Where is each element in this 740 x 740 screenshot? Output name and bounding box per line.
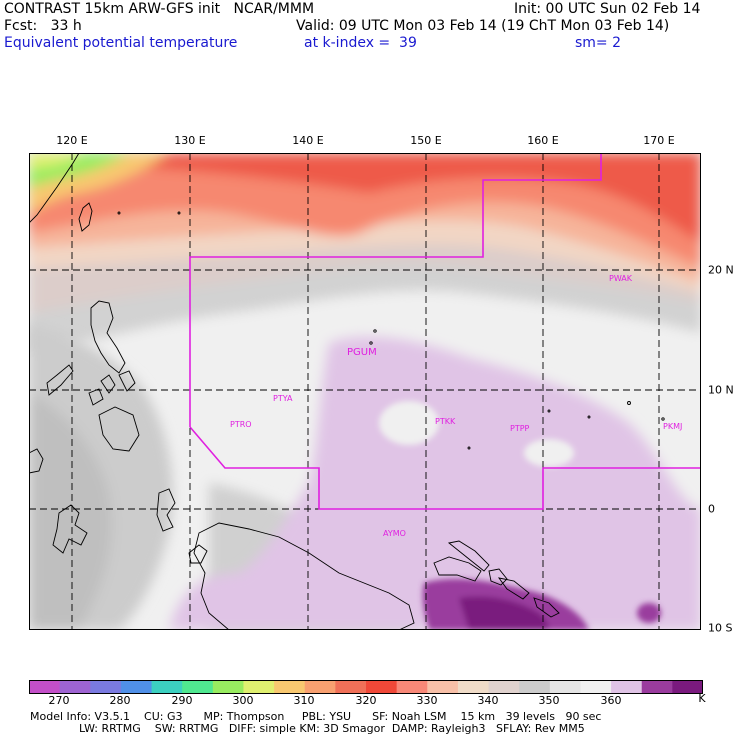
colorbar-label-290: 290: [171, 694, 193, 707]
lat-label-10s: 10 S: [708, 621, 733, 635]
station-pgum: PGUM: [347, 347, 377, 358]
lon-label-140e: 140 E: [292, 134, 324, 147]
colorbar-swatch: [611, 680, 643, 694]
colorbar-label-280: 280: [109, 694, 131, 707]
colorbar-swatch: [580, 680, 612, 694]
smoothing: sm= 2: [575, 35, 622, 51]
colorbar-swatch: [335, 680, 367, 694]
colorbar-swatch: [243, 680, 275, 694]
colorbar-label-320: 320: [355, 694, 377, 707]
map-frame: [29, 153, 701, 630]
colorbar-swatch: [672, 680, 703, 694]
init-time: Init: 00 UTC Sun 02 Feb 14: [514, 1, 701, 17]
map-panel: PWAK PGUM PTYA PTRO PTKK PTPP PKMJ AYMO: [29, 153, 701, 630]
model-title: CONTRAST 15km ARW-GFS init NCAR/MMM: [4, 1, 315, 17]
colorbar-label-300: 300: [232, 694, 254, 707]
model-info-line1: Model Info: V3.5.1 CU: G3 MP: Thompson P…: [30, 710, 602, 723]
lat-label-20n: 20 N: [708, 263, 734, 277]
model-info-line2: LW: RRTMG SW: RRTMG DIFF: simple KM: 3D …: [30, 722, 585, 735]
colorbar-label-330: 330: [416, 694, 438, 707]
colorbar-swatch: [29, 680, 61, 694]
lon-label-130e: 130 E: [174, 134, 206, 147]
colorbar-label-310: 310: [293, 694, 315, 707]
colorbar-unit: K: [698, 692, 706, 705]
coastlines: [29, 153, 665, 630]
colorbar-swatch: [396, 680, 428, 694]
colorbar-swatch: [549, 680, 581, 694]
colorbar-swatch: [151, 680, 183, 694]
colorbar-swatch: [182, 680, 214, 694]
valid-time: Valid: 09 UTC Mon 03 Feb 14 (19 ChT Mon …: [296, 18, 670, 34]
lat-label-10n: 10 N: [708, 383, 734, 397]
colorbar-frame: [29, 680, 703, 694]
colorbar-swatch: [90, 680, 122, 694]
colorbar-label-350: 350: [538, 694, 560, 707]
colorbar-swatch: [641, 680, 673, 694]
station-ptro: PTRO: [230, 420, 252, 429]
station-ptya: PTYA: [273, 394, 293, 403]
lon-label-160e: 160 E: [527, 134, 559, 147]
colorbar-label-340: 340: [477, 694, 499, 707]
colorbar: [29, 680, 703, 694]
colorbar-swatch: [304, 680, 336, 694]
forecast-hour: Fcst: 33 h: [4, 18, 82, 34]
colorbar-swatch: [120, 680, 153, 694]
colorbar-swatch: [59, 680, 91, 694]
station-pkmj: PKMJ: [663, 422, 682, 431]
lon-label-150e: 150 E: [410, 134, 442, 147]
fir-boundary: [189, 153, 701, 510]
colorbar-swatch: [274, 680, 306, 694]
station-pwak: PWAK: [609, 274, 633, 283]
colorbar-label-270: 270: [48, 694, 70, 707]
station-labels: PWAK PGUM PTYA PTRO PTKK PTPP PKMJ AYMO: [230, 274, 682, 538]
field-name: Equivalent potential temperature: [4, 35, 238, 51]
station-ptkk: PTKK: [435, 417, 456, 426]
lon-label-170e: 170 E: [643, 134, 675, 147]
station-ptpp: PTPP: [510, 424, 530, 433]
station-aymo: AYMO: [383, 529, 406, 538]
colorbar-swatch: [519, 680, 551, 694]
colorbar-swatch: [488, 680, 520, 694]
theta-e-field: [29, 153, 701, 630]
colorbar-label-360: 360: [600, 694, 622, 707]
colorbar-swatch: [457, 680, 490, 694]
colorbar-swatch: [366, 680, 398, 694]
lat-label-eq: 0: [708, 502, 715, 516]
colorbar-swatch: [212, 680, 244, 694]
colorbar-swatch: [427, 680, 459, 694]
lon-label-120e: 120 E: [56, 134, 88, 147]
level-index: at k-index = 39: [304, 35, 417, 51]
